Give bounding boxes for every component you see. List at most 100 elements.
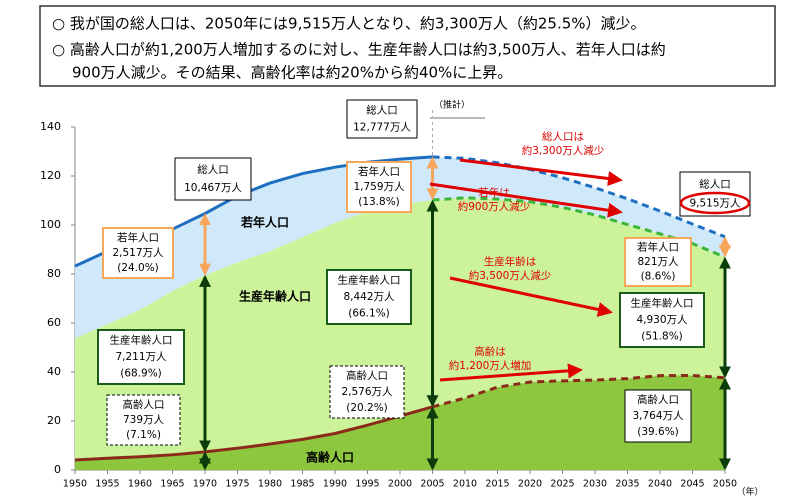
y-tick-label: 80 — [47, 267, 61, 280]
x-tick-label: 2035 — [615, 479, 639, 490]
annotation-text: 2,517万人 — [112, 247, 164, 259]
annotation-box — [624, 237, 692, 287]
x-tick-label: 1990 — [323, 479, 347, 490]
annotation-text: (24.0%) — [117, 262, 159, 274]
x-tick-label: 1975 — [225, 479, 249, 490]
x-tick-label: 1970 — [193, 479, 217, 490]
y-tick-label: 40 — [47, 365, 61, 378]
x-tick-label: 1995 — [355, 479, 379, 490]
annotation-text: 生産年齢人口 — [110, 334, 173, 347]
annotation-text: 生産年齢人口 — [338, 274, 401, 287]
x-tick-label: 2030 — [583, 479, 607, 490]
annotation-text: 4,930万人 — [636, 314, 688, 326]
x-tick-label: 1955 — [95, 479, 119, 490]
x-tick-label: 1965 — [160, 479, 184, 490]
area-label: 生産年齢人口 — [239, 289, 311, 304]
annotation-box — [97, 329, 185, 385]
series-line — [432, 155, 726, 239]
note-text: 約900万人減少 — [458, 200, 531, 213]
annotation-box — [106, 394, 181, 446]
note-text: 約3,300万人減少 — [522, 144, 605, 157]
annotation-text: 8,442万人 — [343, 291, 395, 303]
annotation-text: 高齢人口 — [346, 369, 388, 382]
annotation-box — [624, 389, 692, 443]
x-tick-label: 2050 — [713, 479, 737, 490]
y-tick-label: 100 — [40, 218, 61, 231]
annotation-text: 3,764万人 — [632, 410, 684, 422]
note-arrow — [459, 158, 623, 186]
note-arrow — [429, 182, 623, 218]
y-tick-label: 60 — [47, 316, 61, 329]
x-tick-label: 1960 — [128, 479, 152, 490]
header-box — [39, 5, 776, 87]
annotation-text: 高齢人口 — [123, 398, 165, 411]
annotation-text: 総人口 — [699, 177, 731, 190]
series-line — [432, 373, 726, 409]
annotation-text: 739万人 — [123, 414, 165, 426]
header-line: 900万人減少。その結果、高齢化率は約20%から約40%に上昇。 — [72, 64, 512, 82]
note-text: 約1,200万人増加 — [449, 359, 532, 372]
note-text: 生産年齢は — [484, 255, 537, 268]
annotation-box — [329, 365, 405, 419]
annotation-text: (8.6%) — [641, 271, 676, 283]
annotation-text: 7,211万人 — [115, 351, 167, 363]
note-text: 約3,500万人減少 — [469, 269, 552, 282]
annotation-text: (20.2%) — [346, 402, 388, 414]
header-line: ○ 高齢人口が約1,200万人増加するのに対し、生産年齢人口は約3,500万人、… — [52, 41, 666, 59]
annotation-text: 総人口 — [366, 104, 398, 117]
x-tick-label: 2015 — [485, 479, 509, 490]
annotation-text: (39.6%) — [637, 426, 679, 438]
annotation-text: (68.9%) — [120, 367, 162, 379]
annotation-text: 若年人口 — [358, 165, 400, 178]
series-line — [432, 196, 726, 259]
x-tick-label: 2020 — [518, 479, 542, 490]
annotation-text: (13.8%) — [358, 196, 400, 208]
annotation-text: 生産年齢人口 — [631, 297, 694, 310]
note-text: 高齢は — [474, 345, 506, 358]
series-line — [74, 405, 433, 462]
x-tick-label: 2005 — [420, 479, 444, 490]
area-label: 高齢人口 — [306, 450, 354, 465]
annotation-text: (51.8%) — [641, 330, 683, 342]
x-tick-label: 2025 — [550, 479, 574, 490]
annotation-text: 821万人 — [637, 256, 679, 268]
note-text: 総人口は — [542, 130, 584, 143]
annotation-text: 12,777万人 — [353, 121, 411, 133]
area — [75, 375, 725, 470]
y-tick-label: 20 — [47, 414, 61, 427]
area-label: 若年人口 — [240, 215, 289, 230]
annotation-box — [346, 161, 412, 213]
annotation-text: 高齢人口 — [637, 393, 679, 406]
annotation-text: 1,759万人 — [353, 181, 405, 193]
annotation-text: 9,515万人 — [689, 198, 741, 210]
x-tick-label: 2040 — [648, 479, 672, 490]
x-tick-label: 1950 — [63, 479, 87, 490]
y-tick-label: 0 — [54, 463, 61, 476]
header-line: ○ 我が国の総人口は、2050年には9,515万人となり、約3,300万人（約2… — [52, 15, 646, 33]
x-tick-label: 1985 — [290, 479, 314, 490]
x-tick-label: 2045 — [680, 479, 704, 490]
annotation-box — [102, 227, 174, 279]
note-arrow — [449, 276, 613, 317]
annotation-text: 10,467万人 — [184, 182, 242, 194]
area — [75, 197, 725, 460]
annotation-text: 2,576万人 — [341, 386, 393, 398]
annotation-text: 総人口 — [197, 163, 229, 176]
projection-label: （推計） — [434, 99, 470, 111]
x-tick-label: 1980 — [258, 479, 282, 490]
annotation-box — [326, 269, 412, 325]
y-tick-label: 120 — [40, 169, 61, 182]
annotation-box — [619, 292, 705, 348]
note-arrow — [439, 363, 583, 382]
x-tick-label: 2000 — [388, 479, 412, 490]
x-unit: （年） — [736, 486, 763, 498]
y-tick-label: 140 — [40, 120, 61, 133]
annotation-text: (66.1%) — [348, 307, 390, 319]
annotation-text: 若年人口 — [637, 240, 679, 253]
highlight — [679, 191, 751, 215]
x-tick-label: 2010 — [453, 479, 477, 490]
annotation-box — [346, 99, 418, 139]
annotation-text: (7.1%) — [126, 429, 161, 441]
